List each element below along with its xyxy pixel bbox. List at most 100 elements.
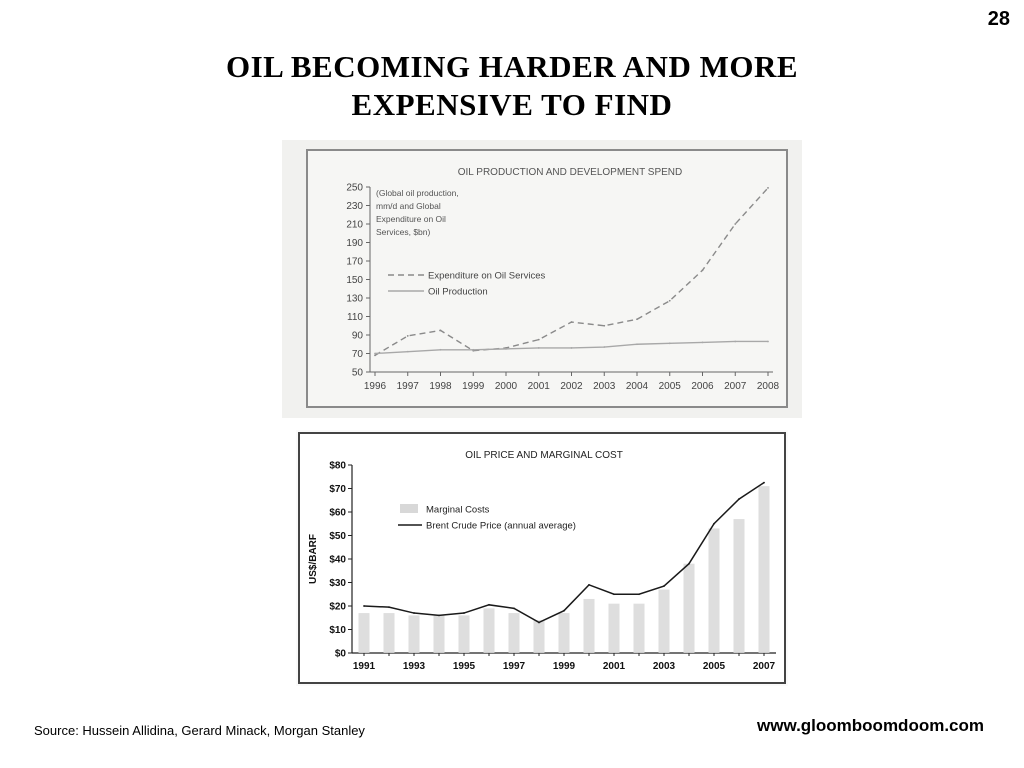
chart2-bar: [608, 603, 620, 653]
chart2-data-point: [588, 583, 590, 586]
chart2-y-axis-label: US$/BARF: [308, 534, 319, 584]
chart1-data-point: [537, 338, 540, 341]
chart1-data-point: [406, 350, 409, 353]
page-number: 28: [987, 8, 1010, 30]
chart2-data-point: [463, 612, 465, 614]
chart1-data-point: [374, 352, 376, 355]
chart1-data-point: [406, 335, 409, 337]
chart1-data-point: [570, 321, 573, 323]
chart1-data-point: [668, 299, 671, 302]
chart2-brent-line: [363, 481, 765, 624]
chart2-bar: [358, 613, 370, 653]
chart1-data-point: [472, 348, 475, 351]
chart2-x-tick-label: 1999: [553, 661, 576, 672]
chart2-data-point: [613, 593, 615, 596]
production-spend-chart: OIL PRODUCTION AND DEVELOPMENT SPEND 50 70…: [282, 140, 802, 418]
chart1-data-point: [701, 269, 704, 272]
chart1-y-tick-label: 170: [346, 257, 363, 268]
chart2-y-tick-label: $80: [329, 461, 346, 472]
chart1-note-line: Services, $bn): [376, 227, 430, 237]
production-spend-chart-svg: OIL PRODUCTION AND DEVELOPMENT SPEND 50 70…: [346, 167, 780, 392]
chart1-data-point: [734, 223, 737, 225]
price-cost-chart-svg: OIL PRICE AND MARGINAL COST $0 $10 $20 $30 $4…: [308, 450, 776, 672]
chart1-data-point: [734, 340, 737, 343]
chart2-y-tick-label: $30: [329, 578, 346, 589]
chart2-y-tick-label: $70: [329, 484, 346, 495]
chart2-data-point: [438, 614, 440, 617]
chart2-data-point: [488, 603, 490, 606]
slide-title-line-2: EXPENSIVE TO FIND: [351, 87, 673, 122]
production-spend-chart-panel: OIL PRODUCTION AND DEVELOPMENT SPEND 50 70…: [306, 149, 788, 408]
chart1-data-point: [374, 354, 376, 357]
slide-title: OIL BECOMING HARDER AND MORE EXPENSIVE T…: [0, 48, 1024, 124]
chart1-x-tick-label: 2004: [626, 381, 649, 392]
chart1-data-point: [570, 347, 573, 349]
chart2-x-tick-label: 1991: [353, 661, 376, 672]
source-note: Source: Hussein Allidina, Gerard Minack,…: [34, 723, 365, 738]
chart1-data-point: [603, 324, 606, 327]
chart1-note-line: Expenditure on Oil: [376, 214, 446, 224]
chart1-data-point: [505, 347, 507, 350]
chart2-bar: [658, 589, 670, 653]
chart2-bar: [758, 486, 770, 653]
chart2-bar: [533, 620, 545, 653]
chart1-data-point: [439, 348, 442, 351]
chart1-x-tick-label: 2003: [593, 381, 616, 392]
chart1-data-point: [439, 329, 442, 332]
chart2-x-tick-label: 1995: [453, 661, 476, 672]
chart1-y-tick-label: 90: [352, 331, 364, 342]
chart1-data-point: [767, 340, 769, 343]
chart1-data-point: [767, 187, 769, 189]
chart1-y-tick-label: 250: [346, 183, 363, 194]
chart1-x-tick-label: 2008: [757, 381, 780, 392]
chart1-x-tick-label: 1998: [429, 381, 452, 392]
chart2-bar: [483, 608, 495, 653]
chart2-y-tick-label: $10: [329, 625, 346, 636]
chart2-data-point: [538, 621, 540, 624]
chart1-data-point: [701, 341, 704, 344]
chart1-y-tick-label: 70: [352, 349, 364, 360]
chart2-bar: [508, 613, 520, 653]
chart1-x-tick-label: 2005: [659, 381, 682, 392]
chart1-y-tick-label: 210: [346, 220, 363, 231]
chart1-legend-label: Oil Production: [428, 287, 488, 298]
chart2-bar: [558, 613, 570, 653]
chart2-data-point: [513, 607, 515, 610]
chart2-bar: [583, 598, 595, 653]
chart2-x-tick-label: 1993: [403, 661, 426, 672]
chart2-x-tick-label: 2003: [653, 661, 676, 672]
chart2-data-point: [663, 585, 665, 587]
chart2-data-point: [363, 605, 365, 607]
chart2-y-tick-label: $0: [335, 649, 347, 660]
chart2-title: OIL PRICE AND MARGINAL COST: [465, 450, 623, 461]
chart1-data-point: [603, 346, 606, 348]
chart2-y-tick-label: $60: [329, 508, 346, 519]
chart2-bar: [383, 613, 395, 653]
chart2-data-point: [413, 612, 415, 614]
chart2-bar: [408, 615, 420, 653]
chart1-x-tick-label: 2007: [724, 381, 747, 392]
website-link[interactable]: www.gloomboomdoom.com: [757, 716, 984, 735]
price-cost-chart: OIL PRICE AND MARGINAL COST $0 $10 $20 $30 $4…: [296, 430, 788, 686]
chart1-note-line: mm/d and Global: [376, 201, 441, 211]
chart2-x-tick-label: 1997: [503, 661, 526, 672]
chart2-y-tick-label: $50: [329, 531, 346, 542]
slide-title-line-1: OIL BECOMING HARDER AND MORE: [225, 49, 799, 84]
chart1-x-tick-label: 2002: [560, 381, 583, 392]
chart1-note-line: (Global oil production,: [376, 188, 459, 198]
chart1-y-tick-label: 50: [352, 368, 364, 379]
chart1-x-tick-label: 1999: [462, 381, 485, 392]
chart2-data-point: [738, 498, 740, 500]
chart1-x-tick-label: 1997: [397, 381, 420, 392]
chart1-x-tick-label: 2000: [495, 381, 518, 392]
chart2-bar: [733, 519, 745, 653]
chart2-bar: [683, 563, 695, 653]
chart1-y-tick-label: 110: [347, 312, 363, 323]
chart2-legend-label: Marginal Costs: [426, 505, 490, 516]
chart1-data-point: [636, 318, 638, 321]
chart1-x-tick-label: 2006: [691, 381, 714, 392]
chart1-x-tick-label: 2001: [528, 381, 551, 392]
chart1-y-tick-label: 150: [346, 275, 363, 286]
chart1-data-point: [537, 347, 540, 349]
chart2-bar: [708, 528, 720, 653]
